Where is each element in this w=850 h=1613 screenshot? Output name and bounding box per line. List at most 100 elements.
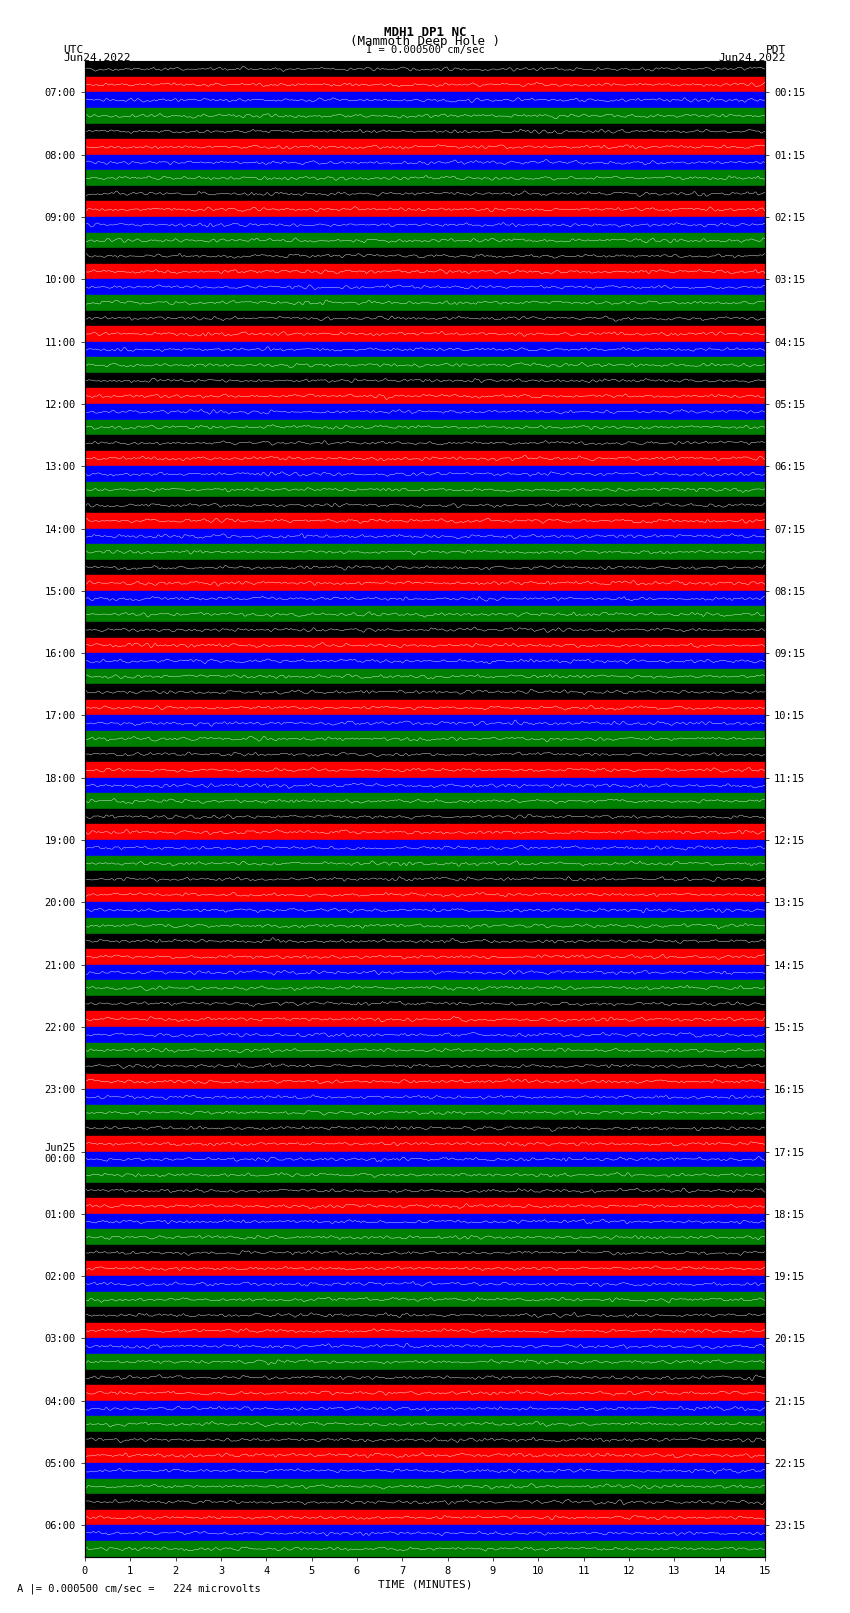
Bar (85, 902, 765, 918)
Bar (85, 139, 765, 155)
Bar (85, 482, 765, 497)
Bar (85, 1198, 765, 1215)
Bar (85, 1386, 765, 1400)
Bar (85, 1276, 765, 1292)
Bar (85, 92, 765, 108)
Bar (85, 840, 765, 855)
Bar (85, 1400, 765, 1416)
Bar (85, 155, 765, 171)
Bar (85, 1229, 765, 1245)
Text: UTC: UTC (64, 45, 84, 55)
Bar (85, 1089, 765, 1105)
Bar (85, 529, 765, 544)
Bar (85, 450, 765, 466)
Bar (85, 1339, 765, 1353)
Bar (85, 295, 765, 311)
Text: Jun24,2022: Jun24,2022 (719, 53, 786, 63)
Bar (85, 1292, 765, 1307)
Bar (85, 311, 765, 326)
Bar (85, 1353, 765, 1369)
Bar (85, 777, 765, 794)
Bar (85, 373, 765, 389)
Text: A |= 0.000500 cm/sec =   224 microvolts: A |= 0.000500 cm/sec = 224 microvolts (17, 1582, 261, 1594)
Bar (85, 1168, 765, 1182)
Bar (85, 1479, 765, 1494)
Text: MDH1 DP1 NC: MDH1 DP1 NC (383, 26, 467, 39)
Text: (Mammoth Deep Hole ): (Mammoth Deep Hole ) (350, 35, 500, 48)
Bar (85, 124, 765, 139)
Bar (85, 1463, 765, 1479)
Text: I = 0.000500 cm/sec: I = 0.000500 cm/sec (366, 45, 484, 55)
Bar (85, 1369, 765, 1386)
Bar (85, 995, 765, 1011)
Bar (85, 1136, 765, 1152)
Bar (85, 855, 765, 871)
Bar (85, 1121, 765, 1136)
Text: Jun24,2022: Jun24,2022 (64, 53, 131, 63)
Bar (85, 1152, 765, 1168)
Bar (85, 1042, 765, 1058)
Bar (85, 669, 765, 684)
Bar (85, 1261, 765, 1276)
Bar (85, 948, 765, 965)
Bar (85, 1011, 765, 1027)
Bar (85, 1526, 765, 1540)
Bar (85, 637, 765, 653)
Bar (85, 248, 765, 265)
Bar (85, 1510, 765, 1526)
Bar (85, 794, 765, 810)
Bar (85, 606, 765, 623)
Bar (85, 747, 765, 763)
Bar (85, 356, 765, 373)
Bar (85, 185, 765, 202)
Bar (85, 436, 765, 450)
Bar (85, 403, 765, 419)
Bar (85, 544, 765, 560)
Bar (85, 824, 765, 840)
Bar (85, 623, 765, 637)
Bar (85, 700, 765, 716)
Bar (85, 918, 765, 934)
Bar (85, 965, 765, 981)
X-axis label: TIME (MINUTES): TIME (MINUTES) (377, 1579, 473, 1590)
Bar (85, 419, 765, 436)
Bar (85, 218, 765, 232)
Bar (85, 279, 765, 295)
Bar (85, 265, 765, 279)
Bar (85, 1105, 765, 1121)
Bar (85, 716, 765, 731)
Bar (85, 1182, 765, 1198)
Bar (85, 981, 765, 995)
Bar (85, 497, 765, 513)
Bar (85, 934, 765, 948)
Bar (85, 763, 765, 777)
Bar (85, 1215, 765, 1229)
Bar (85, 731, 765, 747)
Bar (85, 1540, 765, 1557)
Bar (85, 590, 765, 606)
Bar (85, 61, 765, 77)
Bar (85, 1245, 765, 1261)
Bar (85, 1432, 765, 1447)
Bar (85, 810, 765, 824)
Bar (85, 1416, 765, 1432)
Bar (85, 77, 765, 92)
Bar (85, 466, 765, 482)
Bar (85, 513, 765, 529)
Bar (85, 232, 765, 248)
Bar (85, 1323, 765, 1339)
Text: PDT: PDT (766, 45, 786, 55)
Bar (85, 108, 765, 124)
Bar (85, 560, 765, 576)
Bar (85, 326, 765, 342)
Bar (85, 684, 765, 700)
Bar (85, 202, 765, 218)
Bar (85, 653, 765, 669)
Bar (85, 1074, 765, 1089)
Bar (85, 171, 765, 185)
Bar (85, 1494, 765, 1510)
Bar (85, 1027, 765, 1042)
Bar (85, 871, 765, 887)
Bar (85, 1307, 765, 1323)
Bar (85, 1447, 765, 1463)
